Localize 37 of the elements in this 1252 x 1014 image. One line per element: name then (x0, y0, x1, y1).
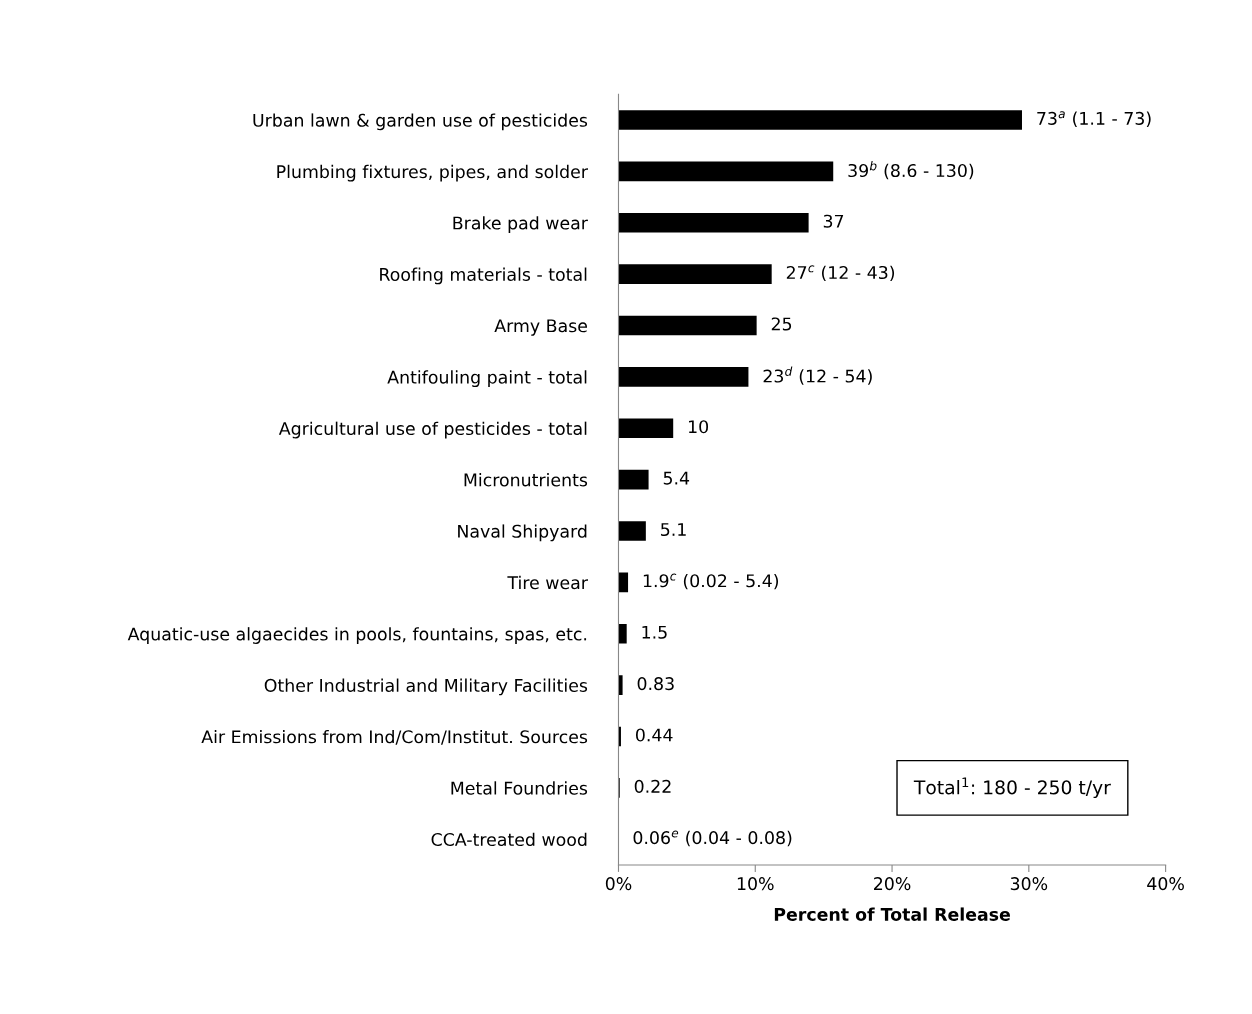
annotation: 25 (771, 317, 792, 331)
annotation: 23$^{d}$ (12 - 54) (763, 366, 872, 385)
x-tick-label: 20% (874, 877, 911, 891)
annotation: 5.4 (663, 471, 690, 485)
annotation: 0.44 (635, 728, 673, 742)
annotation: 1.9$^{c}$ (0.02 - 5.4) (643, 573, 779, 590)
x-tick-label: 40% (1147, 877, 1184, 891)
y-tick-label: Plumbing fixtures, pipes, and solder (277, 164, 588, 182)
annotation: 0.83 (637, 677, 674, 691)
x-tick-label: 30% (1010, 877, 1048, 891)
annotation: 27$^{c}$ (12 - 43) (786, 265, 895, 282)
y-tick-label: Air Emissions from Ind/Com/Institut. Sources (201, 729, 588, 745)
y-tick-label: Other Industrial and Military Facilities (264, 678, 588, 696)
annotation: 0.22 (634, 779, 671, 793)
y-tick-label: Tire wear (507, 575, 588, 590)
annotation: 39$^{b}$ (8.6 - 130) (848, 160, 974, 180)
y-tick-label: Urban lawn & garden use of pesticides (253, 113, 588, 131)
annotation: 0.06$^{e}$ (0.04 - 0.08) (633, 830, 792, 847)
annotation: 37 (823, 214, 844, 228)
annotation: 1.5 (642, 625, 667, 639)
x-axis-title: Percent of Total Release (774, 907, 1010, 921)
y-tick-label: Aquatic-use algaecides in pools, fountains, spas, etc. (127, 627, 587, 644)
y-tick-label: Metal Foundries (451, 781, 588, 795)
y-tick-label: CCA-treated wood (431, 832, 587, 847)
annotation: 10 (689, 420, 709, 434)
annotation: Total$^{1}$: 180 - 250 t/yr (913, 777, 1111, 799)
y-tick-label: Brake pad wear (453, 216, 588, 233)
annotation: 73$^{a}$ (1.1 - 73) (1037, 111, 1151, 127)
y-tick-label: Army Base (494, 319, 588, 336)
x-tick-label: 10% (737, 877, 774, 891)
y-tick-label: Agricultural use of pesticides - total (278, 421, 587, 439)
x-tick-label: 0% (605, 877, 632, 891)
y-tick-label: Antifouling paint - total (387, 370, 587, 388)
y-tick-label: Micronutrients (464, 473, 588, 487)
annotation: 5.1 (661, 523, 686, 537)
y-tick-label: Roofing materials - total (380, 267, 587, 285)
y-tick-label: Naval Shipyard (458, 524, 587, 542)
